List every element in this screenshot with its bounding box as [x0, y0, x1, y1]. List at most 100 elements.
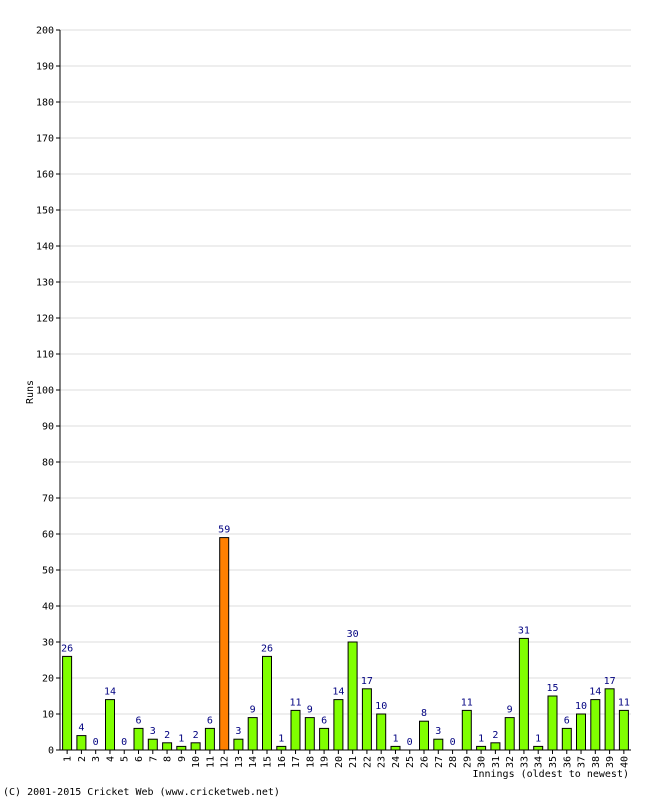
bar-innings-7: [147, 738, 158, 751]
x-tick-label: 3: [91, 756, 102, 762]
bar-innings-13: [233, 738, 244, 751]
value-label: 30: [347, 629, 359, 640]
bar-innings-15: [262, 655, 272, 751]
value-label: 9: [507, 705, 513, 716]
value-label: 31: [518, 625, 530, 636]
value-label: 3: [150, 726, 156, 737]
x-tick-label: 17: [291, 756, 302, 768]
bar-innings-12: [219, 537, 230, 751]
value-label: 14: [332, 687, 344, 698]
x-tick-label: 18: [305, 756, 316, 768]
x-tick-label: 5: [120, 756, 131, 762]
x-tick-label: 38: [591, 756, 602, 768]
bar-innings-10: [190, 742, 201, 751]
bar-innings-38: [590, 699, 601, 751]
x-tick-label: 9: [177, 756, 188, 762]
bar-innings-18: [304, 717, 315, 751]
y-tick-label: 190: [36, 62, 54, 73]
y-tick-label: 70: [42, 494, 54, 505]
value-label: 17: [361, 676, 373, 687]
bar-innings-8: [162, 742, 173, 751]
x-tick-label: 12: [220, 756, 231, 768]
x-tick-label: 19: [320, 756, 331, 768]
bar-innings-33: [518, 637, 529, 751]
value-label: 1: [178, 733, 184, 744]
value-label: 0: [450, 737, 456, 748]
value-label: 26: [61, 643, 73, 654]
x-tick-label: 7: [148, 756, 159, 762]
bar-innings-9: [176, 745, 187, 751]
x-tick-label: 26: [420, 756, 431, 768]
x-tick-label: 34: [534, 756, 545, 768]
x-tick-label: 33: [519, 756, 530, 768]
x-tick-label: 4: [106, 756, 117, 762]
value-label: 8: [421, 708, 427, 719]
bar-innings-6: [133, 727, 144, 751]
value-label: 0: [93, 737, 99, 748]
x-tick-label: 6: [134, 756, 145, 762]
bar-innings-2: [76, 735, 87, 751]
y-tick-label: 30: [42, 638, 54, 649]
x-tick-label: 27: [434, 756, 445, 768]
bar-innings-14: [247, 717, 258, 751]
y-tick-label: 200: [36, 26, 54, 37]
y-tick-label: 40: [42, 602, 54, 613]
bar-innings-26: [419, 720, 429, 751]
value-label: 14: [104, 687, 116, 698]
bar-innings-39: [604, 688, 615, 751]
x-tick-label: 22: [362, 756, 373, 768]
bar-innings-17: [290, 709, 301, 751]
value-label: 10: [575, 701, 587, 712]
x-tick-label: 24: [391, 756, 402, 768]
y-tick-label: 170: [36, 134, 54, 145]
y-tick-label: 20: [42, 674, 54, 685]
x-axis-title: Innings (oldest to newest): [472, 769, 629, 780]
y-tick-label: 60: [42, 530, 54, 541]
value-label: 0: [407, 737, 413, 748]
bar-innings-30: [476, 745, 487, 751]
value-label: 6: [207, 715, 213, 726]
x-tick-label: 14: [248, 756, 259, 768]
y-tick-label: 160: [36, 170, 54, 181]
value-label: 10: [375, 701, 387, 712]
bar-innings-20: [333, 699, 344, 751]
bar-innings-35: [547, 695, 558, 751]
x-tick-label: 16: [277, 756, 288, 768]
y-tick-label: 10: [42, 710, 54, 721]
y-tick-label: 180: [36, 98, 54, 109]
bar-innings-36: [561, 727, 572, 751]
bar-innings-16: [276, 745, 287, 751]
bar-innings-24: [390, 745, 401, 751]
value-label: 2: [164, 730, 170, 741]
value-label: 2: [193, 730, 199, 741]
x-tick-label: 30: [477, 756, 488, 768]
x-axis-ticks: 1 2 3 4 5 6 7 8 9 10 11 12 13 14 15 16 17 18 19 20 21 22 23 24 2…: [63, 750, 630, 768]
y-tick-label: 110: [36, 350, 54, 361]
y-tick-label: 150: [36, 206, 54, 217]
bar-innings-23: [376, 713, 387, 751]
bar-innings-22: [361, 688, 372, 751]
value-label: 6: [321, 715, 327, 726]
value-label: 15: [546, 683, 558, 694]
x-tick-label: 39: [605, 756, 616, 768]
bar-innings-4: [105, 699, 115, 751]
bar-innings-32: [504, 717, 515, 751]
x-tick-label: 29: [462, 756, 473, 768]
y-tick-label: 120: [36, 314, 54, 325]
x-tick-label: 21: [348, 756, 359, 768]
x-tick-label: 36: [562, 756, 573, 768]
value-label: 3: [435, 726, 441, 737]
x-tick-label: 8: [163, 756, 174, 762]
y-tick-label: 100: [36, 386, 54, 397]
bar-innings-37: [576, 713, 586, 751]
value-label: 1: [392, 733, 398, 744]
y-axis-ticks: 0 10 20 30 40 50 60 70 80 90 100 110 120 130 140 150 160…: [36, 26, 60, 757]
value-label: 2: [492, 730, 498, 741]
value-label: 6: [564, 715, 570, 726]
bar-innings-19: [319, 727, 330, 751]
x-tick-label: 28: [448, 756, 459, 768]
value-label: 17: [604, 676, 616, 687]
